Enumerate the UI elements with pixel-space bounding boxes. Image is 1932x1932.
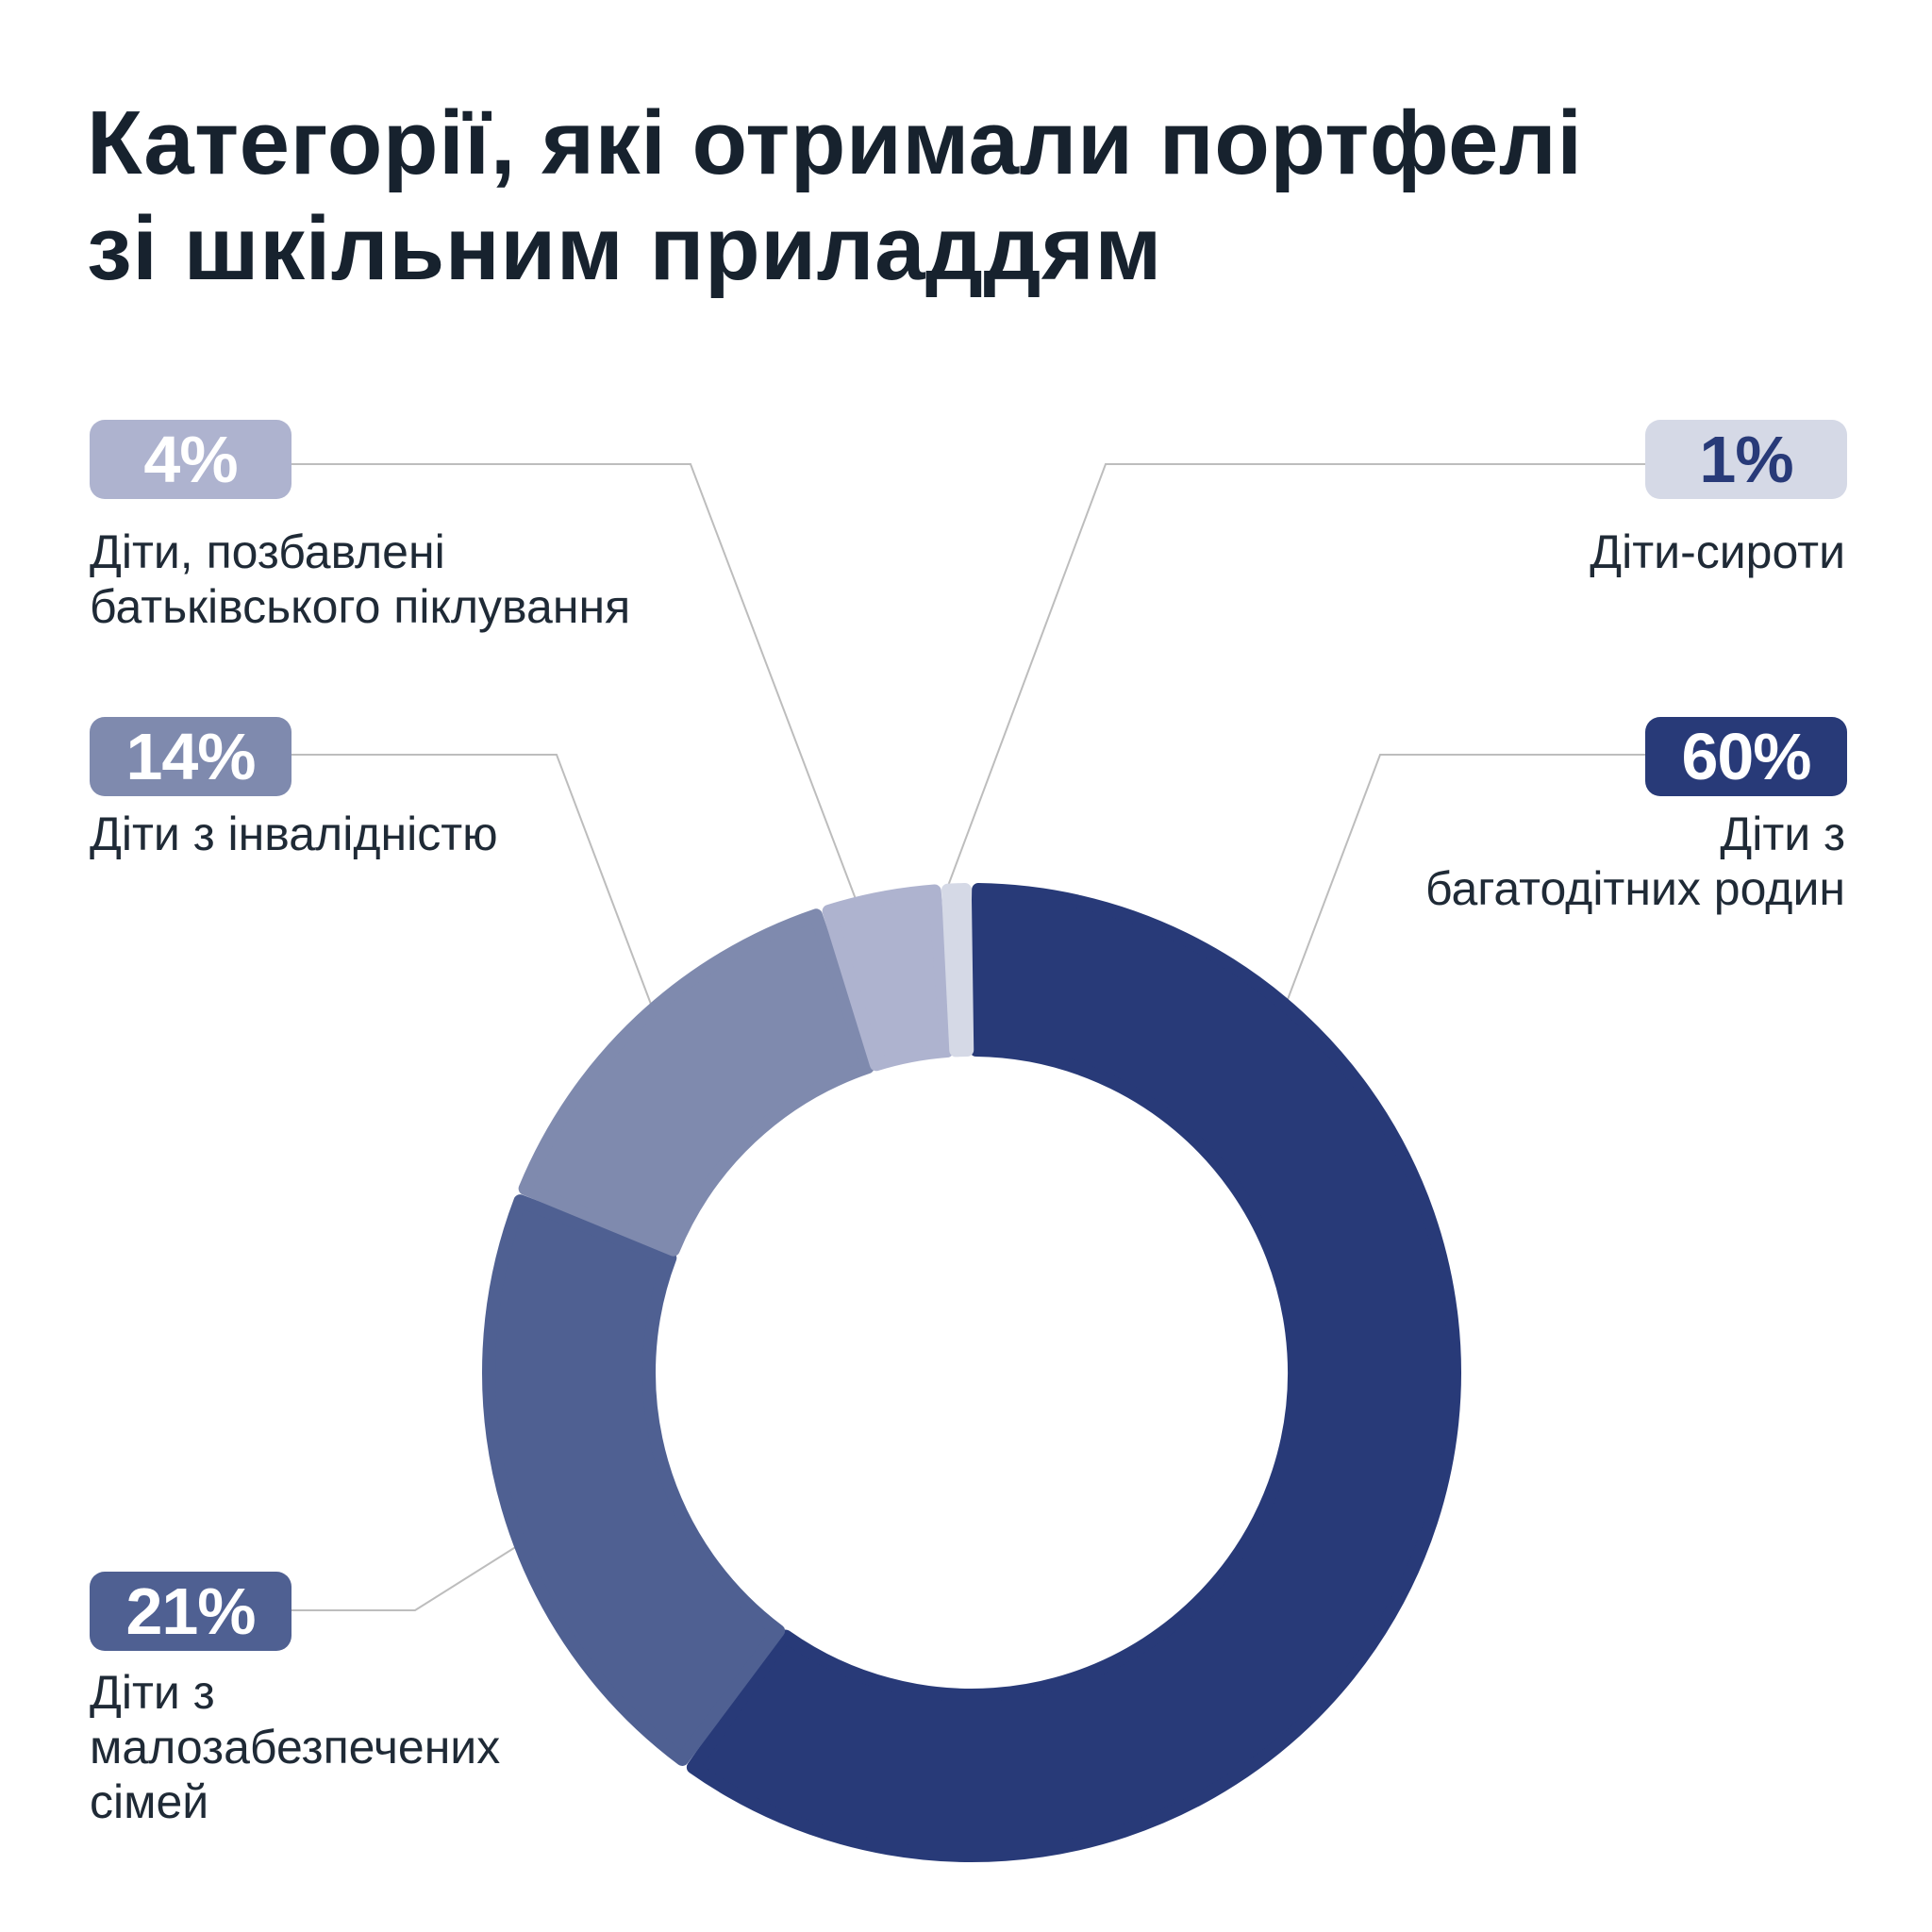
leader-line-14pct: [289, 754, 656, 1015]
badge-14pct: 14%: [90, 717, 291, 796]
label-deprived-of-care: Діти, позбавлені батьківського піклуванн…: [90, 525, 630, 634]
donut-slice-21pct: [482, 1194, 786, 1766]
label-large-families-line-1: Діти з: [1720, 808, 1845, 860]
leader-line-4pct: [289, 463, 857, 900]
label-low-income-line-1: Діти з: [90, 1666, 215, 1719]
donut-slice-1pct: [941, 883, 974, 1058]
label-low-income-line-3: сімей: [90, 1775, 209, 1828]
label-orphans-line-1: Діти-сироти: [1590, 525, 1845, 578]
leader-line-60pct: [1283, 754, 1649, 1010]
leader-line-21pct: [289, 1541, 525, 1611]
chart-title: Категорії, які отримали портфелі зі шкіл…: [87, 91, 1841, 302]
badge-21pct: 21%: [90, 1572, 291, 1651]
donut-slice-60pct: [686, 883, 1461, 1862]
label-large-families-line-2: багатодітних родин: [1424, 862, 1845, 915]
leader-lines: [289, 463, 1649, 1611]
label-large-families: Діти з багатодітних родин: [1425, 807, 1845, 916]
donut-slices: [482, 883, 1461, 1862]
chart-title-line-2: зі шкільним приладдям: [87, 198, 1162, 299]
label-disability: Діти з інвалідністю: [90, 807, 498, 861]
badge-4pct: 4%: [90, 420, 291, 499]
label-disability-line-1: Діти з інвалідністю: [90, 808, 498, 860]
label-low-income: Діти з малозабезпечених сімей: [90, 1665, 500, 1829]
label-deprived-of-care-line-1: Діти, позбавлені: [90, 525, 445, 578]
badge-60pct: 60%: [1645, 717, 1847, 796]
label-low-income-line-2: малозабезпечених: [90, 1721, 501, 1774]
label-orphans: Діти-сироти: [1590, 525, 1845, 579]
badge-1pct: 1%: [1645, 420, 1847, 499]
donut-slice-4pct: [822, 884, 954, 1072]
label-deprived-of-care-line-2: батьківського піклування: [90, 580, 631, 633]
chart-title-line-1: Категорії, які отримали портфелі: [87, 92, 1583, 193]
leader-line-1pct: [944, 463, 1649, 894]
donut-slice-14pct: [518, 908, 874, 1257]
